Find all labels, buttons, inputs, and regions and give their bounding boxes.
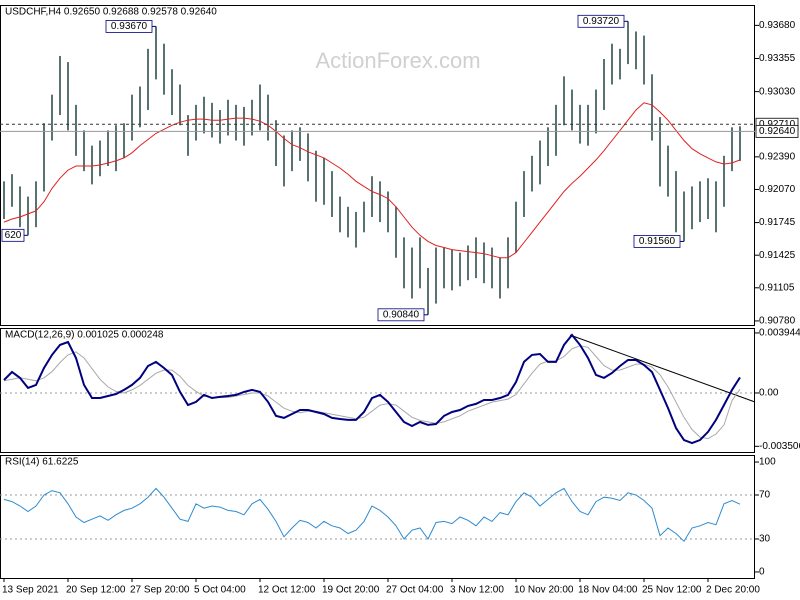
x-tick-label: 12 Oct 12:00 [258, 585, 316, 596]
y-tick-label: 0.91745 [759, 217, 796, 228]
x-tick-label: 27 Sep 20:00 [130, 585, 190, 596]
panel-frame [0, 455, 755, 579]
rsi-line [3, 487, 741, 542]
annotation-label: 0.93720 [583, 16, 620, 27]
trend-line [569, 334, 756, 403]
annotation-label: 620 [5, 230, 22, 241]
y-tick-label: 30 [759, 534, 771, 545]
moving-average [3, 102, 741, 259]
x-tick-label: 27 Oct 04:00 [386, 585, 444, 596]
y-tick-label: 0.92070 [759, 184, 796, 195]
price-label: 0.92640 [759, 126, 796, 137]
y-tick-label: 0.93030 [759, 86, 796, 97]
y-tick-label: 0.91425 [759, 250, 796, 261]
watermark: ActionForex.com [315, 48, 480, 73]
x-tick-label: 20 Sep 12:00 [66, 585, 126, 596]
panel-title: USDCHF,H4 0.92650 0.92688 0.92578 0.9264… [5, 7, 217, 18]
y-tick-label: 0.90780 [759, 316, 796, 327]
y-tick-label: 100 [759, 457, 776, 468]
panel-title: RSI(14) 61.6225 [5, 457, 79, 468]
y-tick-label: 70 [759, 490, 771, 501]
y-tick-label: -0.003506 [759, 441, 800, 452]
annotation-label: 0.93670 [111, 21, 148, 32]
y-tick-label: 0.92390 [759, 151, 796, 162]
x-tick-label: 3 Nov 12:00 [450, 585, 504, 596]
signal-line [3, 345, 741, 440]
annotation-label: 0.91560 [639, 236, 676, 247]
x-tick-label: 10 Nov 20:00 [514, 585, 574, 596]
y-tick-label: 0.00 [759, 388, 779, 399]
x-tick-label: 25 Nov 12:00 [642, 585, 702, 596]
y-tick-label: 0.003944 [759, 328, 800, 339]
x-tick-label: 5 Oct 04:00 [194, 585, 246, 596]
y-tick-label: 0.91105 [759, 282, 795, 293]
annotation-label: 0.90840 [383, 309, 420, 320]
x-tick-label: 2 Dec 20:00 [706, 585, 760, 596]
y-tick-label: 0 [759, 567, 765, 578]
panel-title: MACD(12,26,9) 0.001025 0.000248 [5, 330, 164, 341]
macd-line [3, 333, 741, 445]
x-tick-label: 19 Oct 20:00 [322, 585, 380, 596]
panel-frame [0, 5, 755, 326]
x-tick-label: 13 Sep 2021 [2, 585, 59, 596]
price-label: 0.92710 [759, 119, 796, 130]
y-tick-label: 0.93355 [759, 53, 796, 64]
price-label-box [755, 124, 799, 138]
x-tick-label: 18 Nov 04:00 [578, 585, 638, 596]
y-tick-label: 0.93680 [759, 20, 796, 31]
panel-frame [0, 328, 755, 453]
